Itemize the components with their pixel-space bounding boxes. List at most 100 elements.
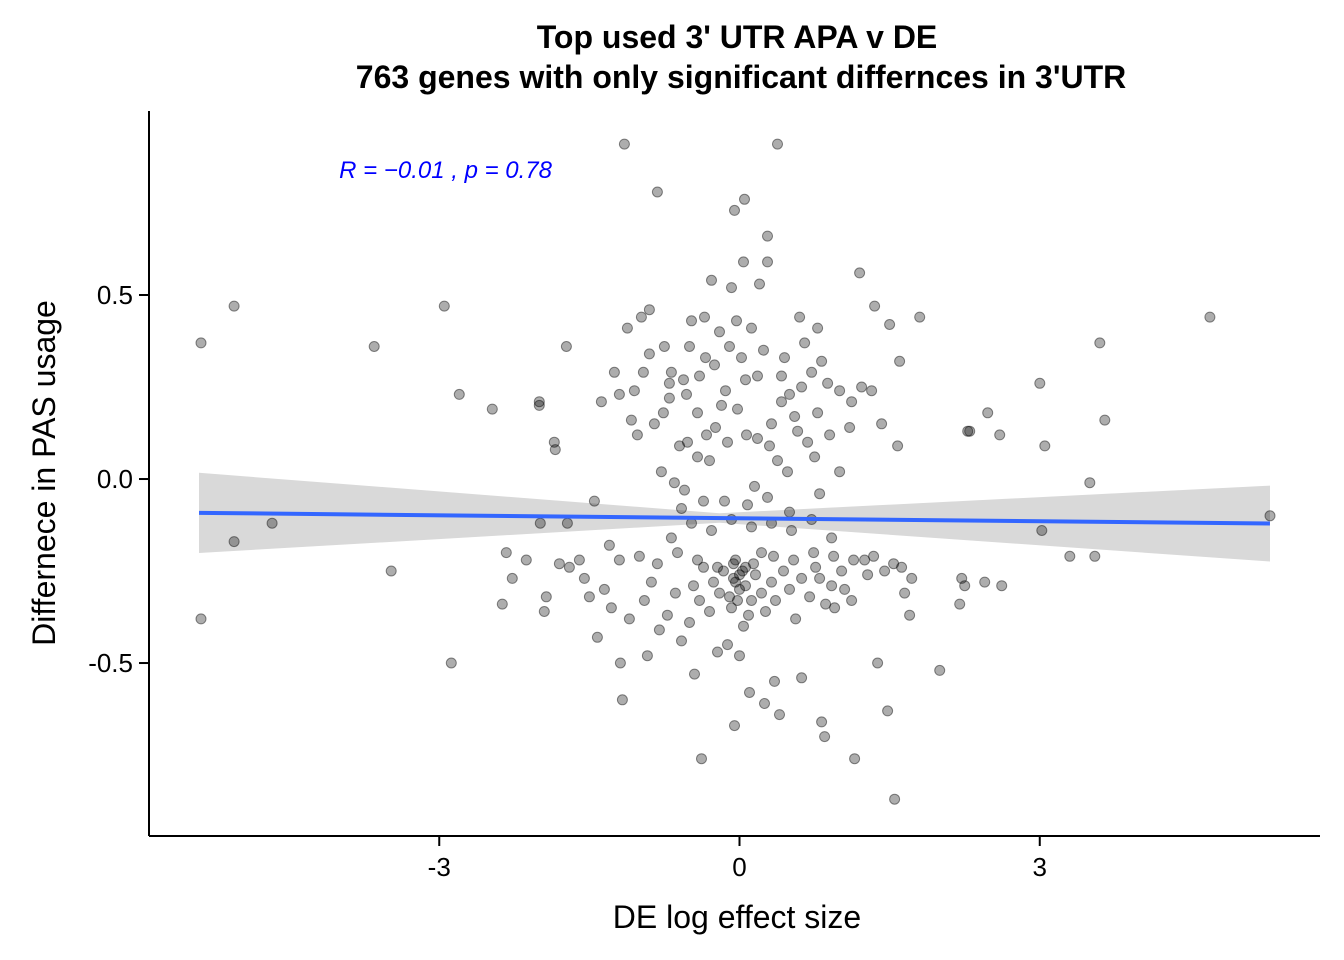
data-point <box>625 414 637 426</box>
data-point <box>772 455 783 467</box>
data-point <box>694 595 705 606</box>
data-point <box>846 595 858 606</box>
data-point <box>716 399 727 411</box>
data-point <box>668 477 680 489</box>
data-point <box>776 370 787 382</box>
y-tick-label: -0.5 <box>88 648 133 678</box>
data-point <box>578 572 590 584</box>
data-point <box>665 366 677 378</box>
data-point <box>638 595 650 606</box>
data-point <box>849 753 861 765</box>
data-point <box>934 664 946 676</box>
data-point <box>819 731 831 743</box>
data-point <box>804 591 816 603</box>
data-point <box>764 440 775 452</box>
data-point <box>796 672 808 684</box>
data-point <box>888 558 900 570</box>
data-point <box>743 609 754 621</box>
data-point <box>696 753 707 765</box>
data-point <box>684 617 695 628</box>
data-point <box>739 193 750 205</box>
data-point <box>674 440 685 452</box>
data-point <box>676 503 687 514</box>
data-point <box>549 444 561 456</box>
data-point <box>553 558 565 570</box>
x-tick-label: -3 <box>428 852 451 882</box>
data-point <box>824 429 836 441</box>
data-point <box>879 565 891 577</box>
data-point <box>506 572 518 584</box>
data-point <box>681 388 692 400</box>
data-point <box>996 580 1008 592</box>
data-point <box>762 256 773 268</box>
data-point <box>882 705 894 717</box>
data-point <box>688 580 699 592</box>
data-point <box>846 396 858 408</box>
data-point <box>746 521 757 533</box>
data-point <box>788 554 800 566</box>
data-point <box>782 466 793 478</box>
correlation-annotation: R = −0.01 , p = 0.78 <box>339 157 552 184</box>
data-point <box>778 565 789 577</box>
data-point <box>731 315 742 327</box>
data-point <box>796 381 808 393</box>
data-point <box>453 388 465 400</box>
data-point <box>1089 550 1101 562</box>
data-point <box>826 580 838 592</box>
data-point <box>808 547 820 559</box>
data-point <box>195 613 207 625</box>
data-point <box>828 550 840 562</box>
data-point <box>631 429 643 441</box>
data-point <box>613 554 625 566</box>
data-point <box>368 341 380 352</box>
data-point <box>741 429 752 441</box>
data-point <box>573 554 585 566</box>
data-point <box>769 675 780 687</box>
y-tick-label: 0.0 <box>97 464 133 494</box>
data-point <box>533 396 545 408</box>
data-point <box>859 554 871 566</box>
data-point <box>663 377 675 389</box>
data-point <box>746 322 757 334</box>
data-point <box>956 572 968 584</box>
data-point <box>1094 337 1106 349</box>
data-point <box>899 587 911 599</box>
data-point <box>583 591 595 603</box>
data-point <box>814 572 826 584</box>
data-point <box>614 657 626 669</box>
data-point <box>598 583 610 595</box>
data-point <box>228 300 240 312</box>
data-point <box>1039 440 1051 452</box>
data-point <box>812 407 824 419</box>
data-point <box>784 506 795 518</box>
data-point <box>686 315 697 327</box>
data-point <box>734 583 745 595</box>
data-point <box>692 451 703 463</box>
data-point <box>496 598 508 610</box>
data-point <box>734 650 745 662</box>
data-point <box>760 606 771 617</box>
data-point <box>486 403 498 415</box>
data-point <box>1084 477 1096 489</box>
data-point <box>1099 414 1111 426</box>
data-point <box>1204 311 1216 323</box>
data-point <box>732 595 743 606</box>
data-point <box>445 657 457 669</box>
data-point <box>834 385 846 397</box>
data-point <box>792 425 804 437</box>
data-point <box>724 591 735 603</box>
y-axis-label: Differnece in PAS usage <box>26 300 62 646</box>
data-point <box>563 561 575 573</box>
data-point <box>854 267 866 279</box>
data-point <box>548 436 560 448</box>
data-point <box>742 499 753 511</box>
regression-line <box>199 510 1270 526</box>
data-point <box>714 587 725 599</box>
data-point <box>698 561 709 573</box>
data-point <box>698 495 709 507</box>
data-point <box>712 561 723 573</box>
data-point <box>752 370 763 382</box>
data-point <box>500 547 512 559</box>
data-point <box>869 300 881 312</box>
